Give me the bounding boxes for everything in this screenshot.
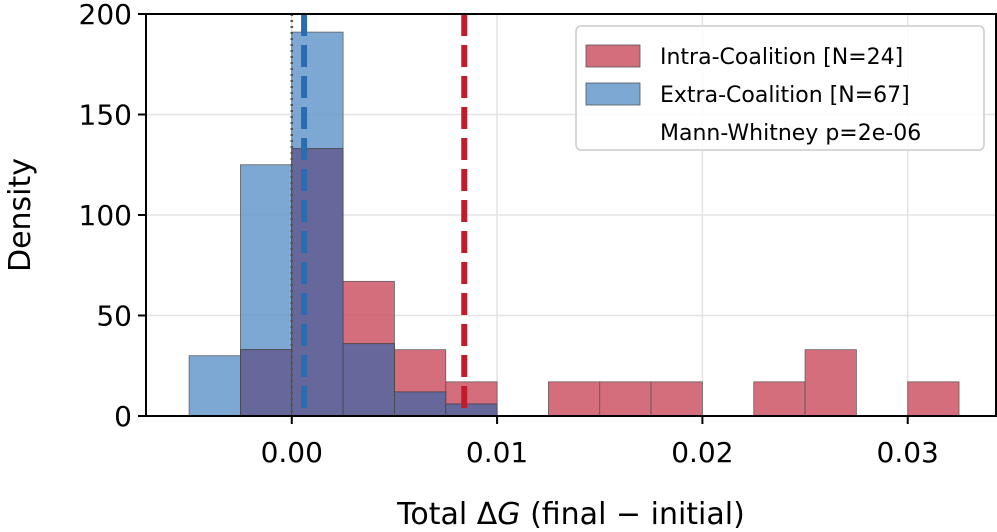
overlap-bar-2: [291, 148, 344, 417]
intra-bar-9: [804, 349, 857, 417]
legend-swatch-0: [585, 44, 641, 68]
overlap-bar-1: [240, 349, 293, 417]
y-tick-label-0: 0: [114, 400, 132, 433]
y-axis: 0 50 100 150 200: [79, 0, 146, 433]
legend-swatch-1: [585, 82, 641, 106]
x-tick-label-1: 0.01: [466, 436, 528, 469]
x-tick-label-3: 0.03: [877, 436, 939, 469]
mean-lines: [290, 14, 468, 416]
legend-label-0: Intra-Coalition [N=24]: [660, 45, 903, 70]
legend: Intra-Coalition [N=24] Extra-Coalition [N…: [575, 25, 985, 151]
legend-label-1: Extra-Coalition [N=67]: [660, 83, 910, 108]
x-tick-label-2: 0.02: [671, 436, 733, 469]
y-tick-label-1: 50: [96, 300, 132, 333]
intra-bar-5: [548, 381, 601, 417]
legend-label-2: Mann-Whitney p=2e-06: [660, 121, 921, 146]
intra-bar-8: [753, 381, 806, 417]
y-tick-label-3: 150: [79, 99, 132, 132]
intra-bar-7: [650, 381, 703, 417]
legend-box: [575, 25, 985, 151]
y-tick-label-2: 100: [79, 199, 132, 232]
x-axis: 0.00 0.01 0.02 0.03: [261, 416, 939, 469]
overlap-bar-3: [342, 343, 395, 417]
bars: [188, 31, 960, 417]
x-tick-label-0: 0.00: [261, 436, 323, 469]
overlap-bar-4: [394, 391, 447, 417]
x-axis-label: Total ΔG (final − initial): [396, 497, 745, 532]
overlap-bar-5: [445, 403, 498, 417]
y-axis-label: Density: [3, 158, 38, 272]
intra-bar-10: [907, 381, 960, 417]
y-tick-label-4: 200: [79, 0, 132, 31]
intra-bar-6: [599, 381, 652, 417]
extra-bar-0: [188, 355, 241, 417]
